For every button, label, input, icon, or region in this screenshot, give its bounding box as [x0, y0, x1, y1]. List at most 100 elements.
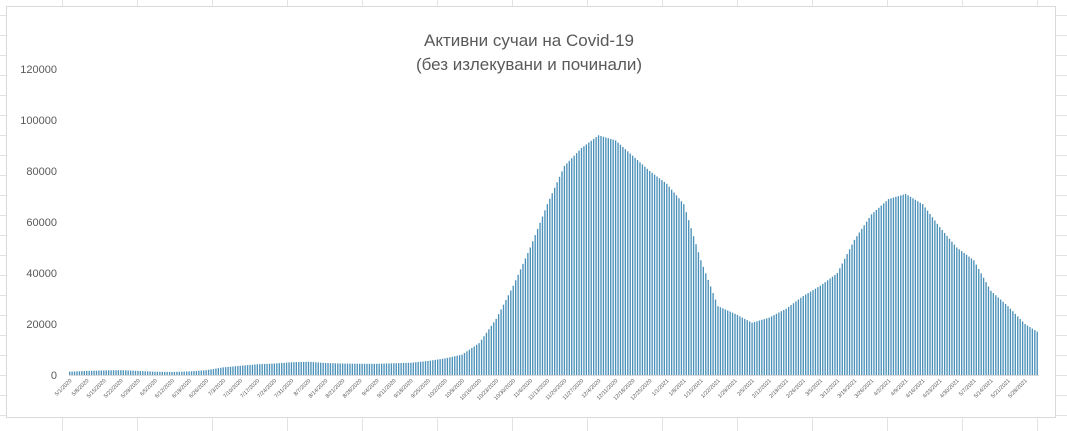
bar [310, 361, 312, 375]
bar [103, 370, 105, 375]
bar [975, 264, 977, 375]
bar [193, 371, 195, 375]
bar [151, 371, 154, 375]
bar [724, 309, 726, 375]
chart-title: Активни сучаи на Covid-19 [424, 31, 634, 50]
bar [714, 299, 717, 375]
bar [93, 370, 95, 375]
bar [337, 363, 339, 375]
bar [522, 263, 524, 375]
bar [580, 148, 583, 375]
bar [588, 142, 590, 375]
bar [400, 363, 402, 375]
bar [712, 293, 714, 375]
bar [883, 203, 885, 375]
bar [283, 362, 285, 375]
bar [351, 363, 354, 375]
bar [195, 370, 198, 375]
bar [926, 210, 929, 375]
bar [934, 220, 936, 375]
bar [215, 368, 217, 375]
y-tick-label: 40000 [26, 268, 57, 280]
bar [268, 363, 271, 375]
bar [485, 332, 488, 375]
bar [251, 364, 254, 375]
bar [278, 363, 280, 375]
bar [870, 214, 873, 375]
bar [390, 363, 393, 375]
bar [770, 316, 773, 375]
bar [797, 299, 800, 375]
bar [605, 137, 607, 375]
bar [176, 371, 178, 375]
bar [831, 276, 834, 375]
bar-series [69, 135, 1038, 376]
bar [656, 176, 658, 375]
bar [853, 239, 856, 375]
bar [344, 363, 346, 375]
bar [300, 361, 302, 375]
bar [629, 153, 631, 375]
bar [670, 189, 673, 375]
bar [393, 363, 395, 375]
bar [198, 370, 200, 375]
bar [144, 371, 146, 375]
bar [834, 274, 836, 375]
bar [402, 362, 405, 375]
bar [159, 371, 161, 375]
bar [824, 282, 826, 375]
bar [575, 153, 578, 375]
bar [439, 359, 441, 375]
bar [985, 282, 987, 375]
bar [261, 364, 263, 375]
bar [739, 316, 741, 375]
bar [164, 371, 166, 375]
bar [729, 311, 731, 375]
bar [895, 196, 897, 375]
bar [961, 251, 963, 375]
bar [281, 362, 283, 375]
bar [1014, 313, 1016, 375]
bar [585, 144, 588, 375]
bar [1029, 327, 1031, 375]
chart-svg: Активни сучаи на Covid-19 (без излекуван… [20, 31, 1039, 402]
bar [702, 266, 705, 375]
bar [473, 346, 475, 375]
y-axis: 0 20000 40000 60000 80000 100000 120000 [20, 64, 57, 382]
bar [290, 362, 293, 375]
bar [429, 360, 432, 375]
bar [953, 244, 956, 375]
bar [848, 249, 851, 375]
bar [990, 290, 992, 375]
bar [207, 369, 210, 375]
bar [768, 317, 770, 376]
bar [946, 235, 948, 375]
bar [941, 230, 943, 375]
bar [956, 247, 958, 375]
bar [341, 363, 344, 375]
bar [461, 354, 463, 375]
bar [510, 290, 512, 375]
bar [785, 308, 787, 375]
bar [139, 371, 142, 375]
bar [120, 370, 122, 375]
bar [468, 349, 471, 375]
bar [1017, 316, 1019, 375]
bar [607, 138, 609, 375]
y-tick-label: 60000 [26, 217, 57, 229]
bar [456, 355, 458, 375]
bar [356, 363, 358, 375]
bar [190, 371, 193, 375]
bar [571, 158, 573, 375]
bar [483, 336, 485, 375]
bar [371, 363, 373, 375]
bar [751, 322, 753, 375]
bar [137, 370, 139, 375]
bar [558, 176, 561, 375]
chart-area[interactable]: Активни сучаи на Covid-19 (без излекуван… [6, 6, 1056, 418]
bar [507, 295, 510, 375]
bar [680, 201, 683, 375]
bar [441, 358, 444, 375]
bar [639, 162, 641, 375]
bar [376, 363, 378, 375]
